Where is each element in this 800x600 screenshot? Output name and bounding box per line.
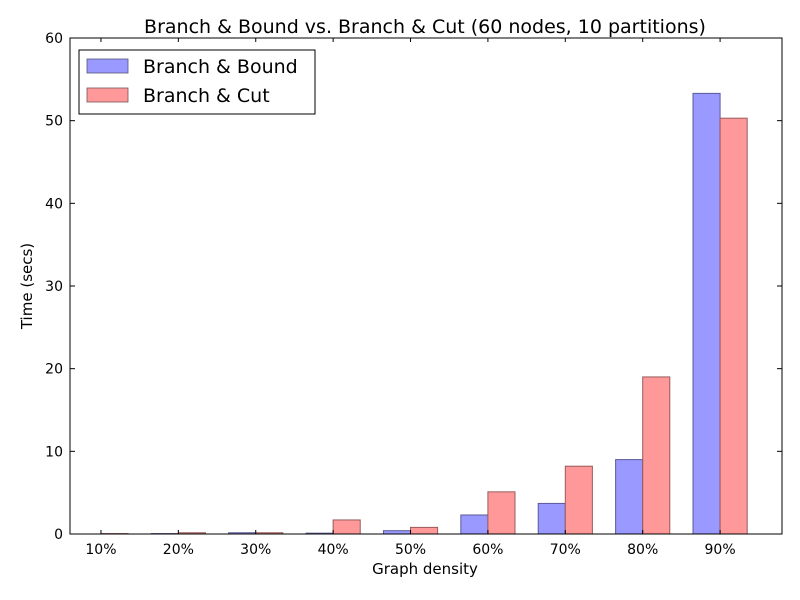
x-tick-label: 30% <box>240 542 271 558</box>
bar-series-1-4 <box>410 526 439 535</box>
x-tick-label: 20% <box>163 542 194 558</box>
y-tick-label: 0 <box>54 527 63 543</box>
bar-series-0-8 <box>692 92 721 535</box>
bar-group <box>100 92 748 535</box>
legend-swatch-branch-bound <box>86 58 129 74</box>
legend-label-branch-cut: Branch & Cut <box>143 85 270 107</box>
plot-frame <box>69 37 783 535</box>
y-tick-label: 20 <box>45 362 63 378</box>
x-tick-label: 80% <box>627 542 658 558</box>
bar-series-1-3 <box>332 519 361 535</box>
y-axis-label: Time (secs) <box>18 243 36 330</box>
legend-label-branch-bound: Branch & Bound <box>143 56 298 78</box>
legend: Branch & Bound Branch & Cut <box>78 49 316 115</box>
y-tick-label: 40 <box>45 196 63 212</box>
x-axis-ticks: 10% 20% 30% 40% 50% 60% 70% 80% 90% <box>85 38 736 558</box>
chart-title: Branch & Bound vs. Branch & Cut (60 node… <box>144 16 706 38</box>
bar-series-1-6 <box>564 465 593 535</box>
y-tick-label: 30 <box>45 279 63 295</box>
x-tick-label: 40% <box>318 542 349 558</box>
legend-swatch-branch-cut <box>86 87 129 103</box>
x-tick-label: 10% <box>85 542 116 558</box>
bar-series-1-8 <box>719 117 748 535</box>
x-tick-label: 50% <box>395 542 426 558</box>
bar-series-0-6 <box>537 502 566 535</box>
bar-series-0-5 <box>460 514 489 535</box>
bar-series-1-5 <box>487 491 516 535</box>
y-tick-label: 10 <box>45 444 63 460</box>
x-axis-label: Graph density <box>372 560 478 578</box>
y-tick-label: 50 <box>45 114 63 130</box>
bar-series-1-7 <box>642 376 671 535</box>
bar-series-0-7 <box>615 459 644 535</box>
x-tick-label: 70% <box>550 542 581 558</box>
x-tick-label: 90% <box>705 542 736 558</box>
x-tick-label: 60% <box>472 542 503 558</box>
legend-frame <box>78 49 316 115</box>
y-tick-label: 60 <box>45 31 63 47</box>
